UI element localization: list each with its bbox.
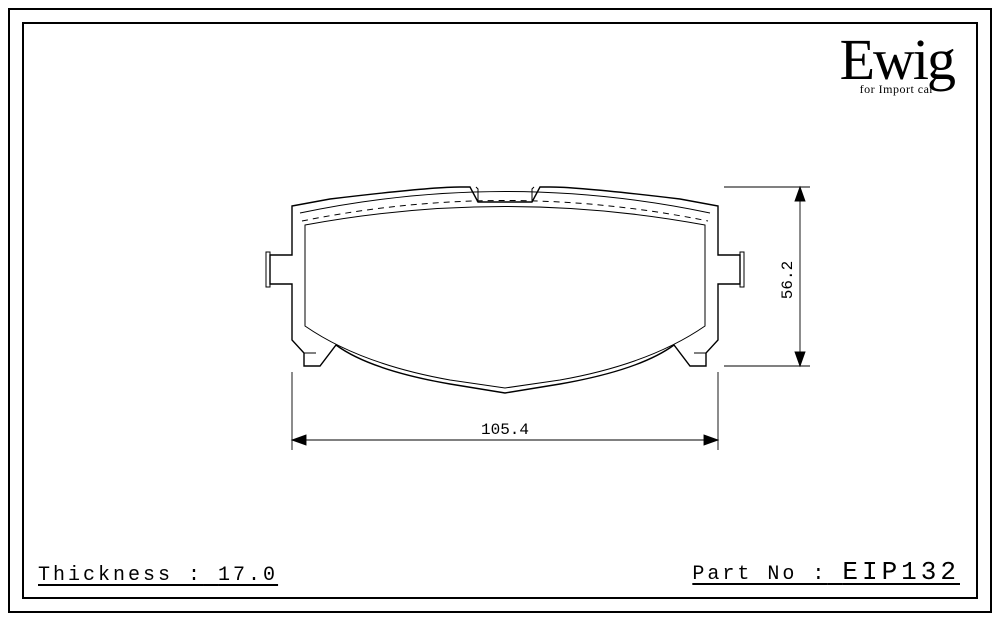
drawing-sheet: Ewig for Import car Thickness : 17.0 Par…	[0, 0, 1000, 621]
dim-height-text: 56.2	[779, 261, 797, 299]
technical-drawing: 105.4 56.2	[0, 0, 1000, 621]
pad-outline	[266, 187, 744, 393]
dim-width-text: 105.4	[481, 421, 529, 439]
dim-height	[724, 187, 810, 366]
